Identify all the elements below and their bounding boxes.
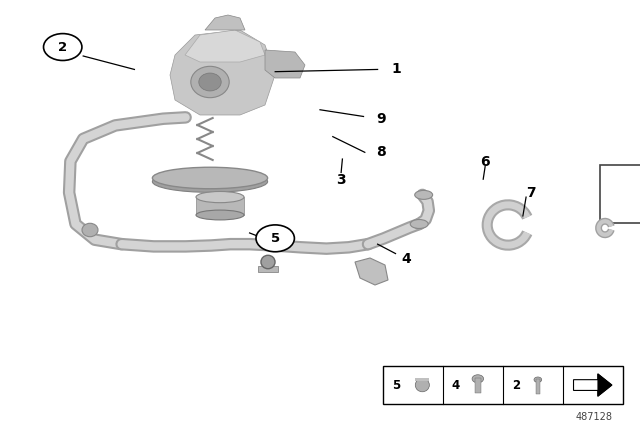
Ellipse shape (152, 171, 268, 192)
Text: 1: 1 (392, 62, 402, 77)
Circle shape (44, 34, 82, 60)
Ellipse shape (415, 190, 433, 199)
Text: 8: 8 (376, 145, 386, 159)
Bar (476, 378, 481, 393)
Text: 5: 5 (392, 379, 400, 392)
Text: 487128: 487128 (575, 412, 612, 422)
Ellipse shape (199, 73, 221, 91)
Polygon shape (573, 374, 612, 396)
Text: 4: 4 (452, 379, 460, 392)
Bar (415, 378, 429, 381)
Text: 2: 2 (58, 40, 67, 54)
Text: 5: 5 (271, 232, 280, 245)
Ellipse shape (472, 375, 484, 383)
Text: 4: 4 (401, 252, 412, 266)
Text: 9: 9 (376, 112, 386, 126)
Ellipse shape (534, 377, 541, 383)
Bar (196, 197, 244, 215)
Ellipse shape (410, 220, 428, 228)
Ellipse shape (152, 167, 268, 189)
Bar (259, 267, 278, 272)
Text: 3: 3 (335, 173, 346, 187)
Ellipse shape (261, 255, 275, 269)
Ellipse shape (196, 191, 244, 202)
Ellipse shape (82, 223, 98, 237)
Ellipse shape (196, 210, 244, 220)
Polygon shape (185, 30, 265, 62)
Polygon shape (355, 258, 388, 285)
Text: 7: 7 (526, 185, 536, 200)
Bar (600, 165, 640, 223)
Polygon shape (265, 50, 305, 78)
Ellipse shape (191, 66, 229, 98)
Text: 6: 6 (480, 155, 490, 169)
Circle shape (256, 225, 294, 252)
Bar (383, 366, 623, 404)
Polygon shape (598, 374, 612, 396)
Ellipse shape (415, 378, 429, 392)
Polygon shape (205, 15, 245, 30)
Polygon shape (170, 30, 275, 115)
Text: 2: 2 (512, 379, 520, 392)
Bar (536, 379, 540, 394)
